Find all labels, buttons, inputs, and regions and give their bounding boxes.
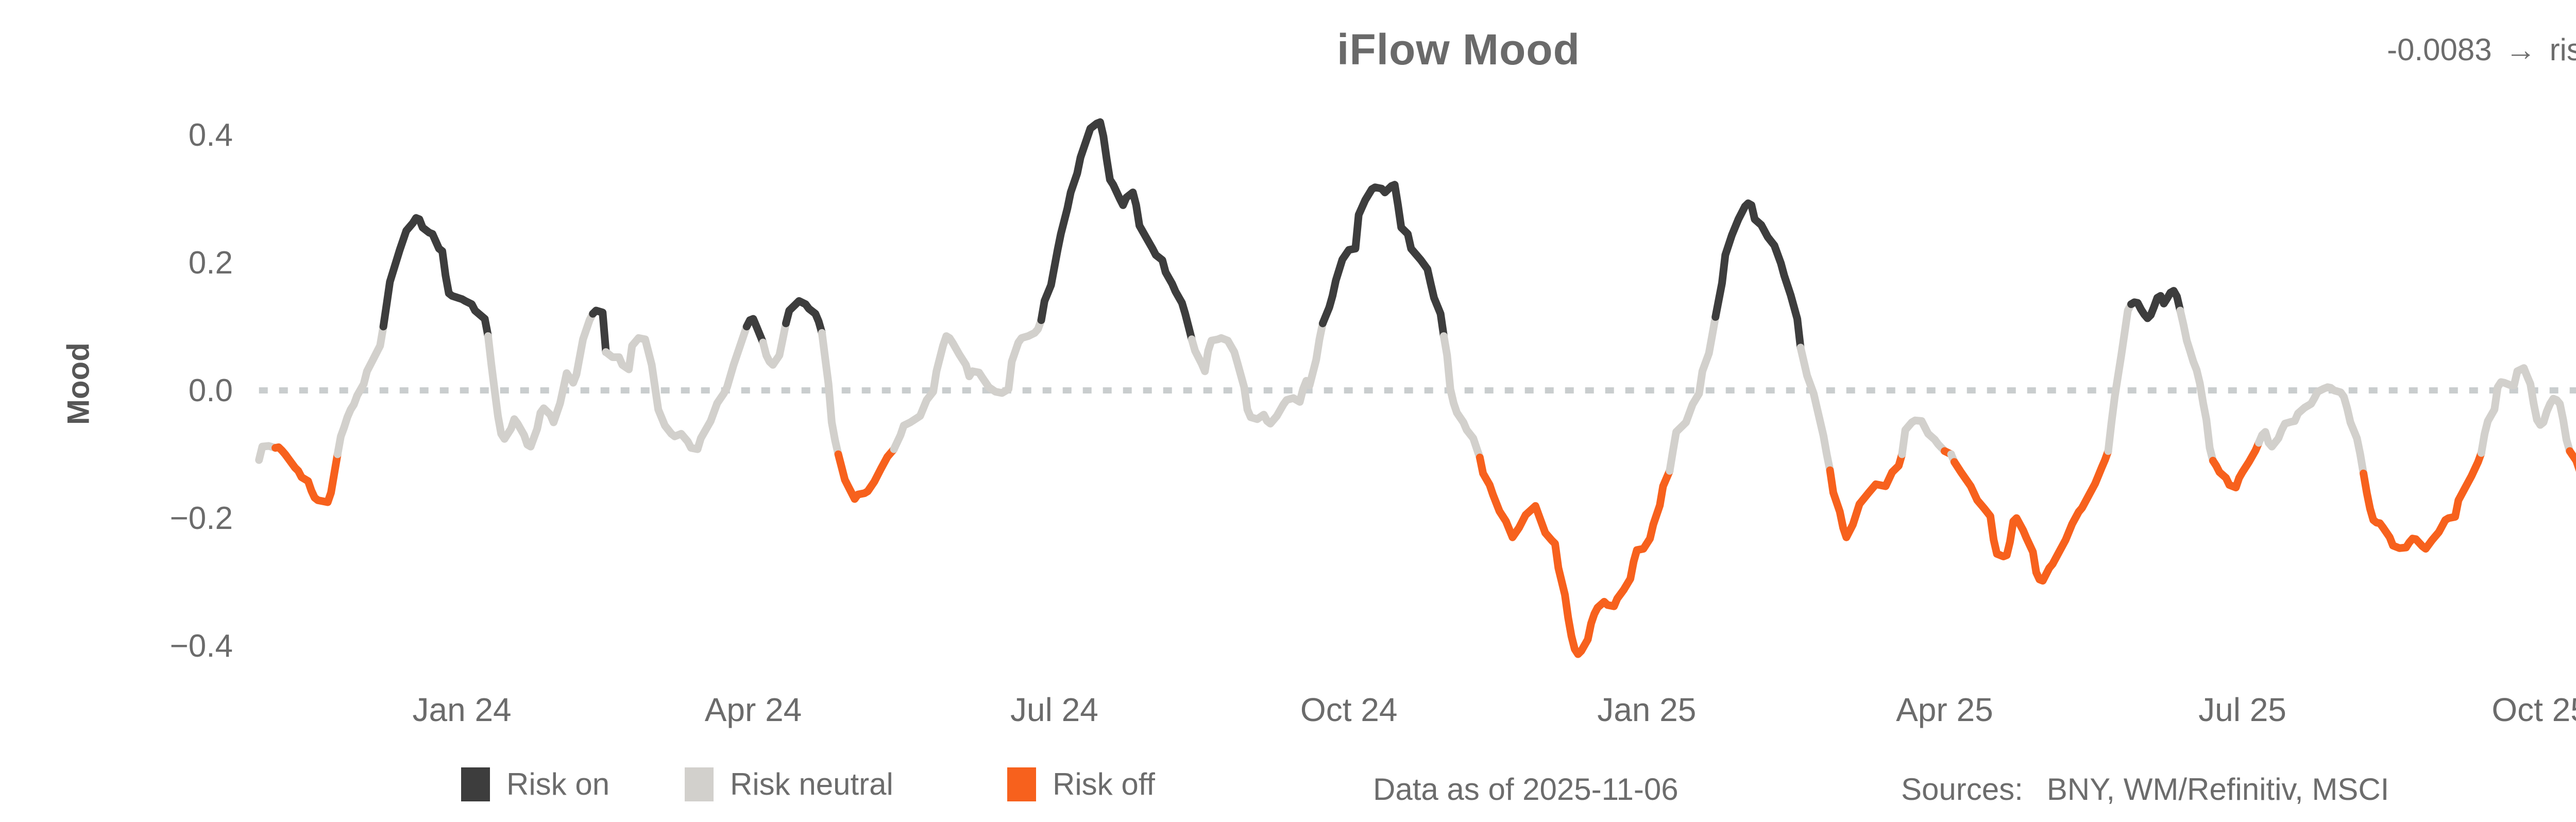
- page-title: iFlow Mood: [1337, 25, 1580, 74]
- y-tick-label: −0.2: [170, 501, 233, 536]
- mood-line-segment-on: [782, 297, 826, 337]
- mood-line-segment-n: [890, 316, 1045, 453]
- mood-line-segment-f: [834, 445, 898, 503]
- mood-line-segment-on: [1711, 199, 1805, 352]
- latest-regime-label: risk neutral: [2549, 32, 2576, 67]
- mood-line-segment-n: [1439, 332, 1484, 461]
- risk-on-swatch-icon: [461, 767, 490, 801]
- mood-line-segment-n: [818, 329, 842, 458]
- mood-line-segment-f: [1476, 453, 1674, 658]
- y-tick-label: 0.0: [189, 373, 233, 408]
- mood-line-segment-n: [1898, 416, 1948, 458]
- y-tick-label: −0.4: [170, 628, 233, 664]
- latest-value-annotation: -0.0083 → risk neutral: [2387, 32, 2576, 67]
- mood-line-segment-f: [2566, 447, 2576, 472]
- legend-label-risk-neutral: Risk neutral: [730, 767, 893, 801]
- x-tick-label: Oct 25: [2492, 691, 2576, 728]
- mood-line-segment-on: [589, 306, 610, 356]
- mood-line-segment-on: [1318, 181, 1448, 340]
- x-tick-label: Jan 25: [1597, 691, 1696, 728]
- mood-line-segment-f: [1826, 450, 1906, 541]
- mood-line-segment-n: [602, 322, 751, 453]
- legend-item-risk-on: Risk on: [461, 766, 609, 802]
- mood-line-segment-n: [2255, 383, 2367, 477]
- mood-line-segment-n: [1666, 313, 1720, 475]
- latest-value: -0.0083: [2387, 32, 2492, 67]
- data-as-of-text: Data as of 2025-11-06: [1373, 772, 1679, 807]
- mood-line-segment-f: [1950, 447, 2112, 585]
- x-tick-label: Apr 25: [1896, 691, 1993, 728]
- x-tick-label: Jul 25: [2198, 691, 2286, 728]
- risk-neutral-swatch-icon: [685, 767, 714, 801]
- mood-line-segment-on: [742, 315, 767, 347]
- legend-label-risk-off: Risk off: [1053, 767, 1155, 801]
- risk-off-swatch-icon: [1007, 767, 1036, 801]
- x-tick-label: Jul 24: [1010, 691, 1098, 728]
- x-tick-label: Jan 24: [412, 691, 511, 728]
- mood-line-segment-n: [759, 319, 790, 369]
- y-tick-label: 0.2: [189, 245, 233, 281]
- arrow-right-icon: →: [2505, 32, 2536, 67]
- mood-line-segment-n: [484, 310, 597, 451]
- mood-line-segment-n: [2104, 300, 2135, 455]
- legend-item-risk-neutral: Risk neutral: [685, 766, 893, 802]
- x-tick-label: Apr 24: [705, 691, 802, 728]
- mood-line-segment-n: [2477, 364, 2574, 457]
- y-tick-label: 0.4: [189, 117, 233, 153]
- mood-line-segment-on: [379, 214, 492, 340]
- y-axis-title: Mood: [61, 342, 96, 425]
- legend-label-risk-on: Risk on: [506, 767, 610, 801]
- mood-line-segment-n: [2176, 306, 2217, 465]
- mood-line-segment-n: [1797, 344, 1834, 474]
- mood-line-segment-f: [2209, 439, 2263, 491]
- sources-label: Sources:: [1901, 772, 2023, 807]
- legend-item-risk-off: Risk off: [1007, 766, 1155, 802]
- x-tick-label: Oct 24: [1300, 691, 1398, 728]
- mood-line-segment-f: [2360, 449, 2485, 553]
- mood-line-segment-f: [272, 443, 342, 506]
- sources-value: BNY, WM/Refinitiv, MSCI: [2046, 772, 2389, 807]
- mood-line-segment-on: [1037, 118, 1196, 344]
- sources-text: Sources: BNY, WM/Refinitiv, MSCI: [1901, 772, 2389, 807]
- mood-line-segment-on: [2127, 287, 2184, 322]
- mood-line-segment-n: [333, 322, 387, 458]
- mood-line-segment-n: [1188, 319, 1327, 427]
